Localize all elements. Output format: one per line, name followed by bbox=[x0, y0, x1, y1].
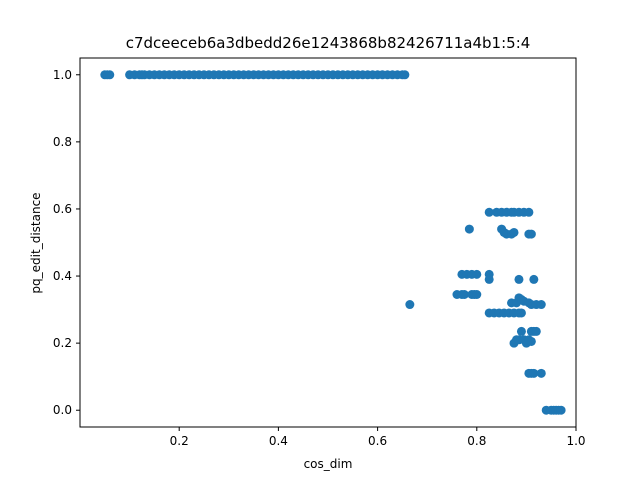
data-point bbox=[472, 290, 482, 299]
data-point bbox=[105, 70, 115, 80]
data-point bbox=[529, 368, 539, 378]
y-axis-label: pq_edit_distance bbox=[29, 192, 43, 293]
data-point bbox=[459, 290, 469, 299]
y-tick-label: 0.6 bbox=[53, 202, 72, 216]
data-point bbox=[405, 300, 415, 310]
data-point bbox=[484, 207, 494, 217]
plot-frame bbox=[79, 57, 577, 428]
data-point bbox=[472, 269, 482, 279]
x-tick-label: 0.6 bbox=[368, 434, 387, 448]
data-point bbox=[529, 274, 539, 284]
data-point bbox=[514, 274, 524, 284]
x-tick-label: 1.0 bbox=[566, 434, 585, 448]
x-tick-label: 0.2 bbox=[170, 434, 189, 448]
data-point bbox=[484, 274, 494, 284]
y-tick-label: 0.8 bbox=[53, 135, 72, 149]
data-point bbox=[531, 326, 541, 336]
y-tick-label: 0.2 bbox=[53, 336, 72, 350]
y-tick-label: 0.0 bbox=[53, 403, 72, 417]
data-point bbox=[536, 368, 546, 378]
x-axis-label: cos_dim bbox=[304, 457, 353, 471]
x-tick-label: 0.4 bbox=[269, 434, 288, 448]
y-tick-label: 0.4 bbox=[53, 269, 72, 283]
data-points bbox=[100, 70, 566, 415]
data-point bbox=[400, 70, 410, 80]
data-point bbox=[526, 336, 536, 346]
chart-title: c7dceeceb6a3dbedd26e1243868b82426711a4b1… bbox=[126, 34, 531, 52]
data-point bbox=[556, 405, 566, 415]
data-point bbox=[536, 300, 546, 310]
data-point bbox=[509, 227, 519, 237]
data-point bbox=[516, 308, 526, 318]
data-point bbox=[516, 326, 526, 336]
data-point bbox=[526, 229, 536, 239]
y-tick-label: 1.0 bbox=[53, 68, 72, 82]
x-tick-label: 0.8 bbox=[467, 434, 486, 448]
data-point bbox=[464, 224, 474, 234]
data-point bbox=[524, 207, 534, 217]
axes: 0.2 0.4 0.6 0.8 1.0 0.0 0.2 0.4 0.6 0.8 1.0 bbox=[53, 57, 586, 448]
